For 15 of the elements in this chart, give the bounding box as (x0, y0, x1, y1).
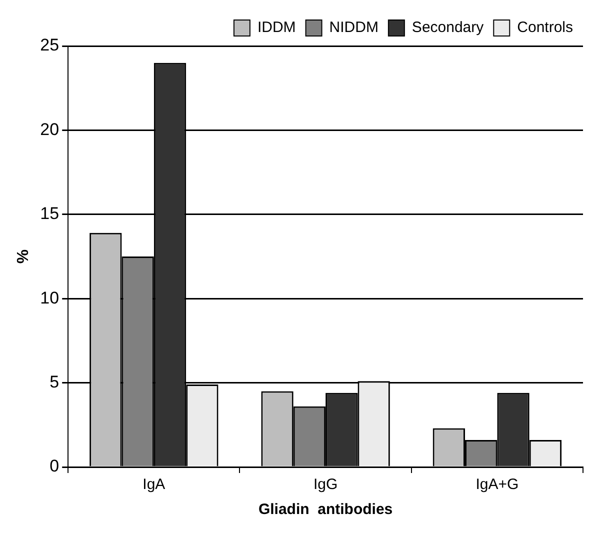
x-tick-label: IgG (313, 476, 338, 494)
legend-label: Controls (517, 19, 574, 36)
legend-label: IDDM (257, 19, 296, 36)
legend-label: Secondary (412, 19, 484, 36)
y-axis-title: % (15, 249, 32, 264)
legend-label: NIDDM (329, 19, 378, 36)
x-tick-label: IgA+G (476, 476, 519, 494)
x-axis-title: Gliadin antibodies (258, 501, 393, 518)
y-tick-label: 0 (50, 456, 60, 476)
y-tick-label: 25 (40, 36, 60, 55)
y-tick-label: 20 (40, 120, 60, 139)
x-tick-label: IgA (142, 476, 166, 494)
y-tick-label: 5 (50, 372, 60, 392)
y-tick-label: 10 (40, 288, 60, 308)
y-tick-label: 15 (40, 204, 60, 224)
